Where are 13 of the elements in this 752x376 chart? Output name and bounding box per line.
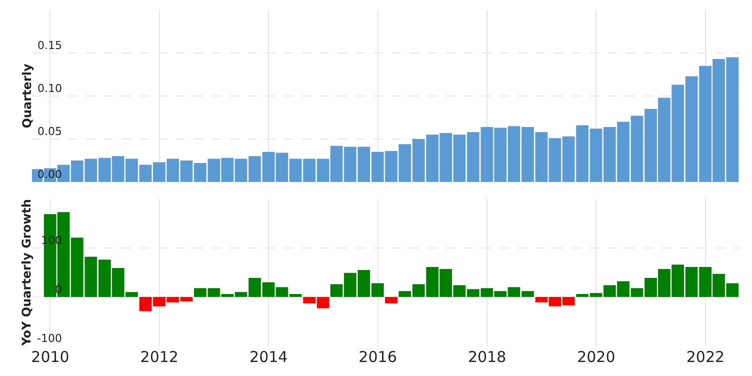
y-tick-label: 0.10	[38, 82, 62, 95]
x-tick-label: 2010	[31, 348, 70, 366]
x-tick-label: 2020	[577, 348, 616, 366]
y-axis-title: YoY Quarterly Growth	[19, 199, 34, 347]
x-tick-label: 2012	[140, 348, 178, 366]
y-tick-label: 0.05	[38, 124, 62, 138]
x-tick-label: 2016	[358, 348, 397, 366]
y-tick-label: 0.15	[38, 38, 62, 52]
y-tick-label: -100	[37, 332, 62, 345]
x-tick-label: 2018	[468, 348, 506, 366]
y-axis-title: Quarterly	[20, 64, 34, 128]
x-tick-label: 2022	[686, 348, 725, 366]
x-tick-label: 2014	[250, 348, 288, 366]
